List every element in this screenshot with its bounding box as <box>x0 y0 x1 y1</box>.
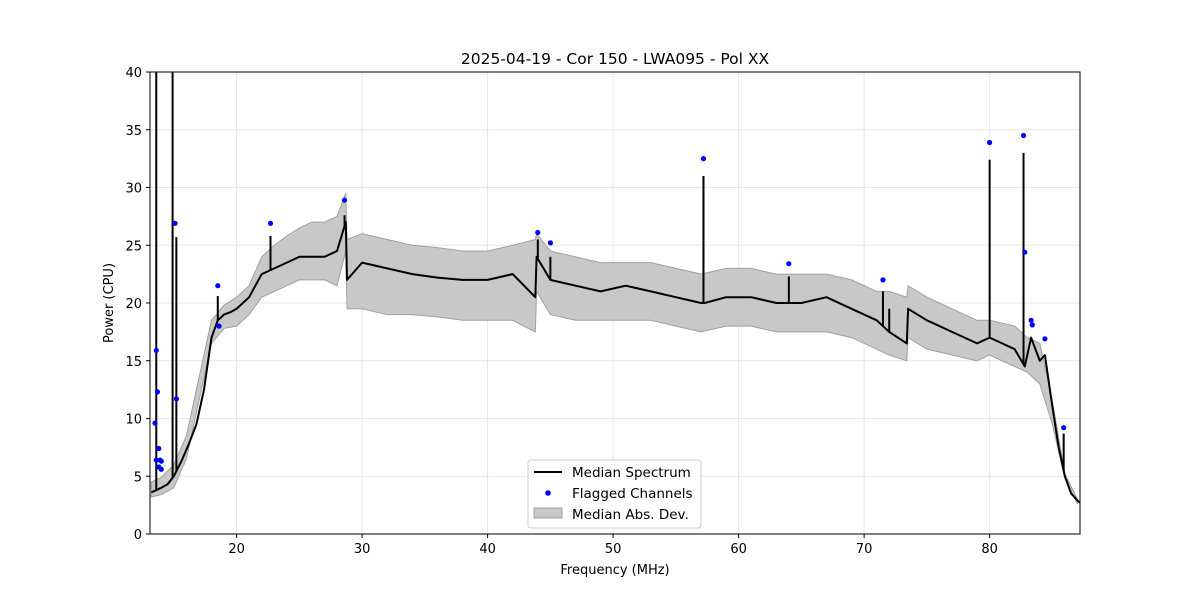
legend-frame <box>527 459 702 529</box>
y-tick-label: 5 <box>134 470 142 485</box>
flagged-channel-point <box>156 445 162 452</box>
legend: Median Spectrum Flagged Channels Median … <box>527 459 702 529</box>
y-tick-label: 40 <box>125 66 142 81</box>
x-tick-label: 20 <box>228 542 245 557</box>
x-tick-label: 50 <box>605 542 622 557</box>
flagged-channel-point <box>700 156 707 162</box>
flagged-channel-point <box>880 277 886 283</box>
y-tick-label: 20 <box>125 297 142 312</box>
median-spikes <box>155 72 1065 491</box>
flagged-channel-point <box>267 220 274 226</box>
flagged-channel-point <box>1020 132 1027 139</box>
legend-flagged-label: Flagged Channels <box>572 486 693 502</box>
median-abs-dev-band <box>150 193 1078 505</box>
flagged-channel-point <box>216 323 222 329</box>
flagged-channel-point <box>173 396 179 402</box>
flagged-channel-point <box>158 458 164 464</box>
legend-median-label: Median Spectrum <box>572 465 691 481</box>
x-tick-label: 70 <box>856 542 873 557</box>
y-tick-label: 35 <box>125 124 142 139</box>
flagged-channel-point <box>153 457 159 463</box>
flagged-channel-point <box>152 420 158 426</box>
flagged-channel-point <box>987 139 993 146</box>
flagged-channels <box>152 132 1067 472</box>
y-axis-ticks: 0 5 10 15 20 25 30 35 40 <box>125 66 150 543</box>
y-tick-label: 0 <box>134 528 142 543</box>
y-axis-title: Power (CPU) <box>102 263 117 343</box>
x-tick-label: 30 <box>354 542 371 557</box>
y-tick-label: 15 <box>125 355 142 370</box>
flagged-channel-point <box>1061 425 1067 431</box>
flagged-channel-point <box>1022 249 1028 255</box>
flagged-channel-point <box>547 240 554 246</box>
flagged-channel-point <box>1028 317 1034 323</box>
flagged-channel-point <box>215 283 221 289</box>
legend-flagged-swatch <box>545 490 551 496</box>
flagged-channel-point <box>154 389 161 395</box>
y-tick-label: 25 <box>125 239 142 254</box>
flagged-channel-point <box>1029 322 1035 328</box>
x-tick-label: 80 <box>981 542 998 557</box>
flagged-channel-point <box>1042 336 1048 342</box>
x-tick-label: 60 <box>730 542 747 557</box>
flagged-channel-point <box>341 197 348 203</box>
legend-mad-label: Median Abs. Dev. <box>572 507 689 523</box>
flagged-channel-point <box>535 229 541 236</box>
flagged-channel-point <box>158 466 164 472</box>
x-axis-title: Frequency (MHz) <box>560 563 669 578</box>
y-tick-label: 30 <box>125 182 142 197</box>
x-axis-ticks: 20 30 40 50 60 70 80 <box>228 534 998 557</box>
y-tick-label: 10 <box>125 413 142 428</box>
flagged-channel-point <box>153 347 159 353</box>
flagged-channel-point <box>172 220 178 226</box>
flagged-channel-point <box>786 261 792 267</box>
legend-mad-swatch <box>533 507 563 519</box>
chart-title: 2025-04-19 - Cor 150 - LWA095 - Pol XX <box>461 50 770 68</box>
x-tick-label: 40 <box>479 542 496 557</box>
